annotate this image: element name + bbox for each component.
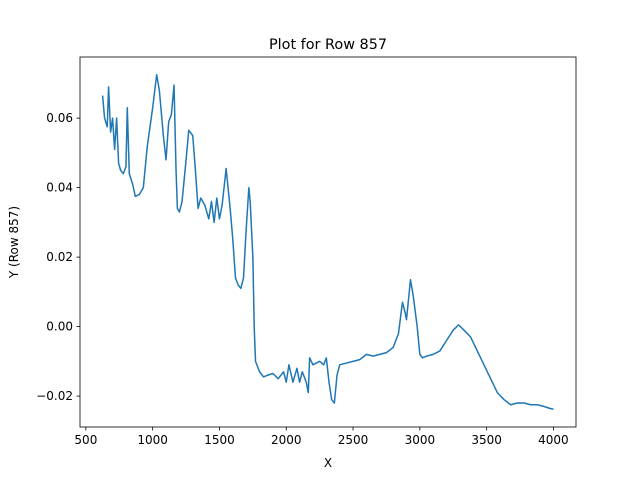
x-tick-label: 500 bbox=[74, 433, 97, 447]
x-tick-label: 3000 bbox=[405, 433, 436, 447]
y-tick-label: 0.02 bbox=[46, 250, 73, 264]
y-tick-label: 0.04 bbox=[46, 181, 73, 195]
plot-frame bbox=[79, 56, 577, 428]
x-tick-label: 1000 bbox=[137, 433, 168, 447]
x-tick-label: 4000 bbox=[538, 433, 569, 447]
y-axis-label: Y (Row 857) bbox=[7, 206, 21, 279]
y-tick-label: 0.00 bbox=[46, 320, 73, 334]
x-tick-label: 3500 bbox=[471, 433, 502, 447]
chart-title: Plot for Row 857 bbox=[269, 37, 387, 53]
x-tick-label: 1500 bbox=[204, 433, 235, 447]
y-tick-label: −0.02 bbox=[36, 389, 73, 403]
y-tick-label: 0.06 bbox=[46, 111, 73, 125]
x-tick-label: 2000 bbox=[271, 433, 302, 447]
x-tick-label: 2500 bbox=[338, 433, 369, 447]
x-axis-label: X bbox=[324, 456, 332, 470]
data-line bbox=[101, 73, 554, 411]
